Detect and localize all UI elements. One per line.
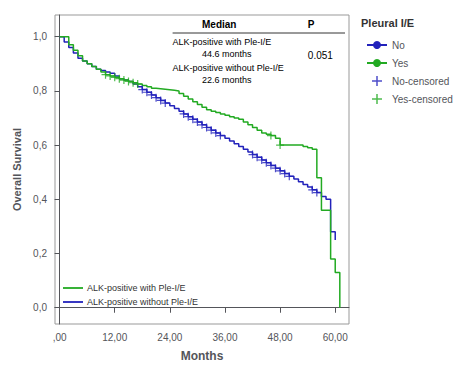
svg-text:Yes: Yes — [392, 58, 408, 69]
svg-text:60,00: 60,00 — [323, 332, 348, 343]
svg-text:Months: Months — [181, 349, 224, 363]
svg-text:44.6 months: 44.6 months — [202, 49, 252, 59]
svg-text:12,00: 12,00 — [102, 332, 127, 343]
svg-text:0.051: 0.051 — [308, 50, 333, 61]
svg-text:ALK-positive with Ple-I/E: ALK-positive with Ple-I/E — [173, 37, 272, 47]
svg-text:0,4: 0,4 — [33, 194, 47, 205]
svg-text:ALK-positive without Ple-I/E: ALK-positive without Ple-I/E — [87, 297, 198, 307]
svg-text:,00: ,00 — [53, 332, 67, 343]
svg-text:0,8: 0,8 — [33, 85, 47, 96]
svg-text:Yes-censored: Yes-censored — [392, 94, 453, 105]
svg-text:1,0: 1,0 — [33, 31, 47, 42]
svg-text:0,2: 0,2 — [33, 248, 47, 259]
svg-text:Overall Survival: Overall Survival — [11, 128, 23, 211]
svg-text:Pleural I/E: Pleural I/E — [361, 17, 414, 29]
svg-text:Median: Median — [202, 19, 236, 30]
svg-text:No-censored: No-censored — [392, 76, 449, 87]
svg-text:P: P — [308, 19, 315, 30]
svg-text:ALK-positive with Ple-I/E: ALK-positive with Ple-I/E — [87, 283, 186, 293]
svg-text:0,6: 0,6 — [33, 140, 47, 151]
svg-text:48,00: 48,00 — [268, 332, 293, 343]
svg-text:24,00: 24,00 — [157, 332, 182, 343]
svg-text:22.6 months: 22.6 months — [202, 75, 252, 85]
svg-text:ALK-positive without Ple-I/E: ALK-positive without Ple-I/E — [173, 63, 284, 73]
svg-text:0,0: 0,0 — [33, 302, 47, 313]
svg-text:No: No — [392, 40, 405, 51]
svg-text:36,00: 36,00 — [212, 332, 237, 343]
